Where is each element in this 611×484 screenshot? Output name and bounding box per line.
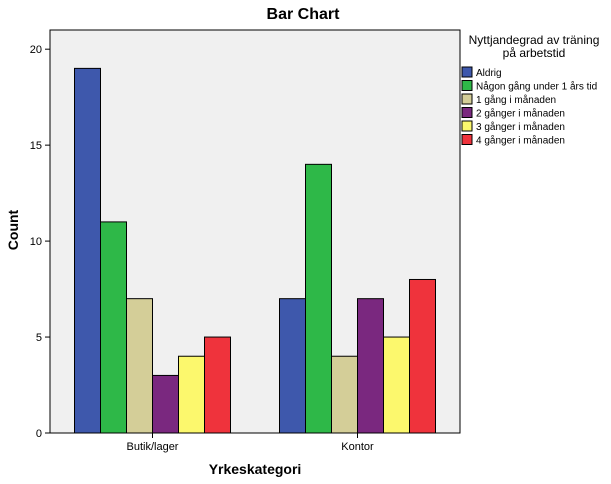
bar [357,298,384,434]
bar [152,374,179,434]
y-tick-label: 10 [30,236,42,248]
legend-swatch [461,107,473,118]
y-tick-label: 15 [30,140,42,152]
bar [74,67,101,434]
y-tick-label: 5 [36,332,42,344]
y-tick-label: 0 [36,428,42,440]
bar [279,298,306,434]
legend-title-line-1: Nyttjandegrad av träning [469,33,600,47]
legend: Nyttjandegrad av träning på arbetstid Al… [461,33,600,147]
bar [383,336,410,434]
x-tick-label: Butik/lager [127,441,179,453]
bars-group [74,67,436,434]
y-tick-label: 20 [30,44,42,56]
legend-swatch [461,134,473,145]
legend-swatch [461,80,473,91]
bar [204,336,231,434]
legend-title-line-2: på arbetstid [503,46,566,60]
bar [126,298,153,434]
chart-title: Bar Chart [267,6,341,23]
x-axis-label: Yrkeskategori [209,461,302,477]
bar [305,163,332,434]
legend-label: 3 gånger i månaden [476,121,565,133]
y-axis: 0 5 10 15 20 [30,44,50,440]
legend-swatch [461,93,473,105]
legend-swatch [461,120,473,132]
bar [178,355,205,434]
bar [409,278,436,434]
legend-label: 2 gånger i månaden [476,108,565,120]
legend-label: 1 gång i månaden [476,94,556,106]
legend-label: Någon gång under 1 års tid [476,81,597,93]
y-axis-label: Count [5,209,21,250]
legend-swatch [461,66,473,78]
bar [331,355,358,434]
x-axis: Butik/lager Kontor [127,433,374,453]
legend-label: Aldrig [476,68,502,79]
x-tick-label: Kontor [341,441,374,453]
bar [100,221,127,434]
legend-label: 4 gånger i månaden [476,135,565,147]
